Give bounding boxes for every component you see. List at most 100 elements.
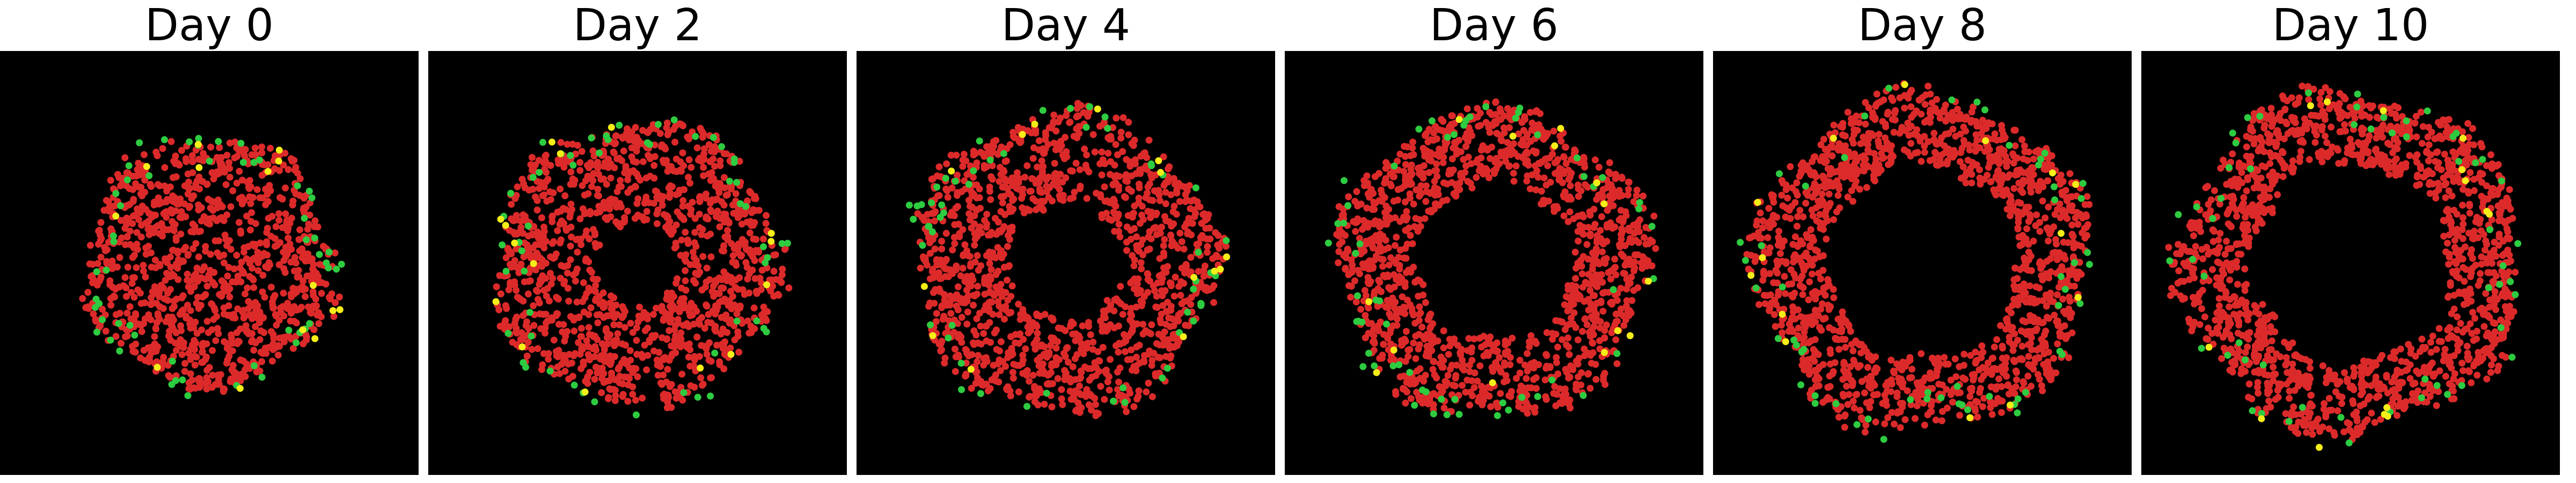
red-cell: [974, 339, 982, 347]
red-cell: [1111, 197, 1118, 204]
red-cell: [1102, 327, 1110, 335]
red-cell: [1612, 175, 1619, 182]
green-cell: [718, 143, 726, 150]
red-cell: [1592, 376, 1600, 383]
red-cell: [117, 182, 125, 189]
red-cell: [953, 151, 960, 159]
red-cell: [94, 260, 101, 267]
red-cell: [1361, 287, 1368, 294]
red-cell: [1107, 356, 1114, 363]
red-cell: [225, 353, 233, 360]
red-cell: [1585, 306, 1592, 314]
red-cell: [996, 302, 1003, 310]
red-cell: [1085, 323, 1092, 330]
red-cell: [1151, 287, 1158, 295]
red-cell: [970, 302, 977, 309]
red-cell: [1574, 336, 1582, 343]
green-cell: [970, 167, 977, 174]
red-cell: [653, 304, 660, 312]
red-cell: [1016, 316, 1024, 323]
red-cell: [1619, 174, 1626, 182]
red-cell: [1000, 193, 1008, 200]
red-cell: [592, 243, 599, 251]
red-cell: [742, 259, 750, 266]
red-cell: [957, 272, 964, 280]
red-cell: [177, 341, 185, 348]
red-cell: [172, 152, 179, 160]
red-cell: [1549, 335, 1556, 343]
red-cell: [708, 169, 715, 177]
red-cell: [1045, 371, 1053, 378]
green-cell: [965, 180, 972, 188]
red-cell: [548, 214, 556, 221]
green-cell: [305, 187, 313, 195]
red-cell: [942, 230, 950, 237]
red-cell: [1579, 231, 1587, 238]
red-cell: [745, 270, 753, 277]
red-cell: [707, 230, 714, 238]
red-cell: [658, 143, 665, 150]
green-cell: [977, 390, 984, 397]
red-cell: [732, 276, 740, 283]
red-cell: [533, 197, 541, 204]
red-cell: [214, 153, 221, 161]
red-cell: [716, 223, 723, 231]
red-cell: [1401, 310, 1409, 318]
red-cell: [954, 306, 962, 313]
red-cell: [256, 367, 264, 375]
red-cell: [969, 276, 977, 284]
red-cell: [554, 363, 561, 371]
red-cell: [1439, 127, 1446, 134]
red-cell: [621, 324, 628, 331]
red-cell: [962, 346, 969, 353]
red-cell: [280, 312, 288, 320]
red-cell: [1058, 395, 1065, 402]
red-cell: [1615, 216, 1623, 224]
red-cell: [517, 217, 524, 225]
red-cell: [506, 226, 513, 234]
red-cell: [1106, 386, 1113, 394]
green-cell: [742, 203, 749, 210]
red-cell: [188, 376, 196, 384]
red-cell: [206, 364, 213, 371]
red-cell: [731, 283, 739, 291]
red-cell: [565, 297, 573, 305]
red-cell: [624, 176, 632, 184]
red-cell: [938, 245, 946, 253]
red-cell: [123, 214, 130, 222]
red-cell: [586, 369, 594, 376]
red-cell: [505, 286, 513, 294]
red-cell: [541, 330, 549, 337]
red-cell: [1180, 280, 1188, 287]
red-cell: [195, 156, 202, 163]
green-cell: [116, 347, 123, 355]
red-cell: [202, 291, 209, 298]
red-cell: [167, 196, 174, 204]
red-cell: [721, 184, 728, 192]
red-cell: [663, 124, 670, 131]
yellow-cell: [336, 306, 343, 313]
red-cell: [247, 226, 254, 233]
red-cell: [1114, 386, 1121, 393]
red-cell: [1101, 368, 1109, 375]
red-cell: [237, 227, 244, 235]
red-cell: [1038, 146, 1045, 153]
green-cell: [646, 141, 654, 148]
red-cell: [983, 143, 991, 150]
green-cell: [753, 317, 760, 325]
red-cell: [963, 273, 971, 280]
red-cell: [724, 226, 731, 234]
red-cell: [1375, 170, 1383, 177]
red-cell: [1128, 172, 1136, 180]
red-cell: [608, 358, 615, 365]
red-cell: [247, 218, 255, 225]
red-cell: [581, 210, 588, 217]
red-cell: [1620, 321, 1628, 329]
panel-title: Day 6: [1429, 0, 1559, 51]
red-cell: [721, 338, 729, 346]
red-cell: [1200, 267, 1208, 274]
red-cell: [720, 284, 727, 292]
green-cell: [546, 367, 554, 375]
red-cell: [529, 230, 536, 238]
red-cell: [140, 347, 148, 354]
